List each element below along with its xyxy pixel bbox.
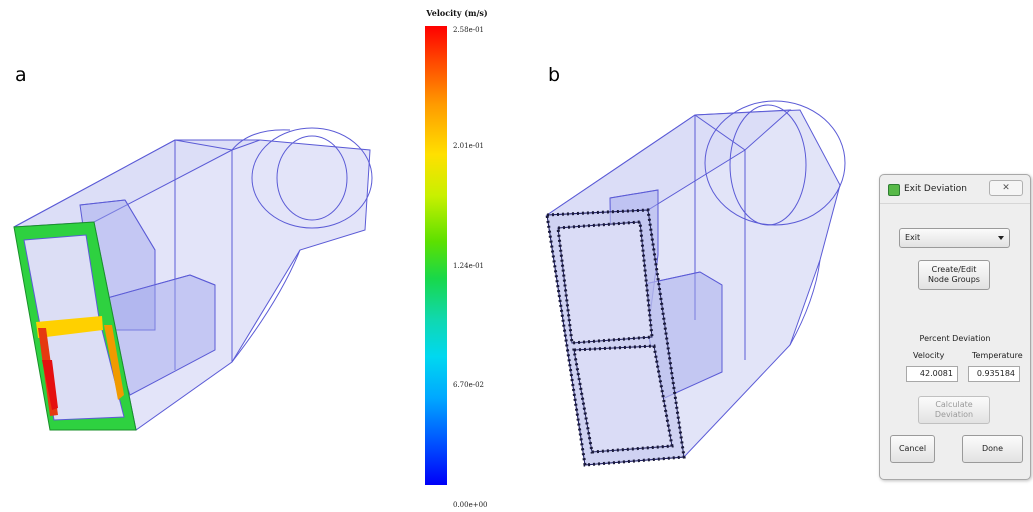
- colorbar-tick: 2.58e-01: [453, 26, 485, 34]
- create-button-line1: Create/Edit: [931, 265, 977, 274]
- temperature-label: Temperature: [972, 351, 1023, 360]
- inlet-outer-a: [251, 127, 373, 229]
- app-icon: [888, 184, 900, 196]
- colorbar-tick: 0.00e+00: [453, 501, 488, 509]
- panel-b-label: b: [548, 64, 561, 86]
- velocity-colorbar: [425, 26, 447, 485]
- velocity-deviation-field[interactable]: 42.0081: [906, 366, 958, 382]
- node-group-select[interactable]: Exit: [899, 228, 1010, 248]
- dialog-titlebar[interactable]: Exit Deviation ✕: [880, 175, 1030, 204]
- calculate-button-line2: Deviation: [934, 410, 974, 419]
- chevron-down-icon: [998, 236, 1004, 240]
- colorbar-tick: 1.24e-01: [453, 262, 485, 270]
- exit-deviation-dialog: Exit Deviation ✕ Exit Create/Edit Node G…: [879, 174, 1031, 480]
- dialog-title: Exit Deviation: [904, 184, 967, 194]
- percent-deviation-label: Percent Deviation: [919, 334, 991, 343]
- close-icon[interactable]: ✕: [989, 180, 1023, 196]
- create-button-line2: Node Groups: [928, 275, 980, 284]
- create-edit-node-groups-button[interactable]: Create/Edit Node Groups: [918, 260, 990, 290]
- done-button[interactable]: Done: [962, 435, 1023, 463]
- exit-velocity-contour: [13, 221, 137, 431]
- inlet-outer-b: [704, 100, 846, 226]
- inlet-inner-b: [729, 104, 807, 226]
- temperature-deviation-field[interactable]: 0.935184: [968, 366, 1020, 382]
- inlet-inner-a: [276, 135, 348, 221]
- colorbar-tick: 6.70e-02: [453, 381, 485, 389]
- node-group-select-value: Exit: [905, 233, 921, 242]
- colorbar-title: Velocity (m/s): [426, 8, 488, 18]
- calculate-deviation-button[interactable]: Calculate Deviation: [918, 396, 990, 424]
- exit-node-group: [545, 208, 686, 467]
- velocity-label: Velocity: [913, 351, 945, 360]
- panel-a-label: a: [15, 64, 27, 86]
- calculate-button-line1: Calculate: [935, 400, 973, 409]
- cancel-button[interactable]: Cancel: [890, 435, 935, 463]
- colorbar-tick: 2.01e-01: [453, 142, 485, 150]
